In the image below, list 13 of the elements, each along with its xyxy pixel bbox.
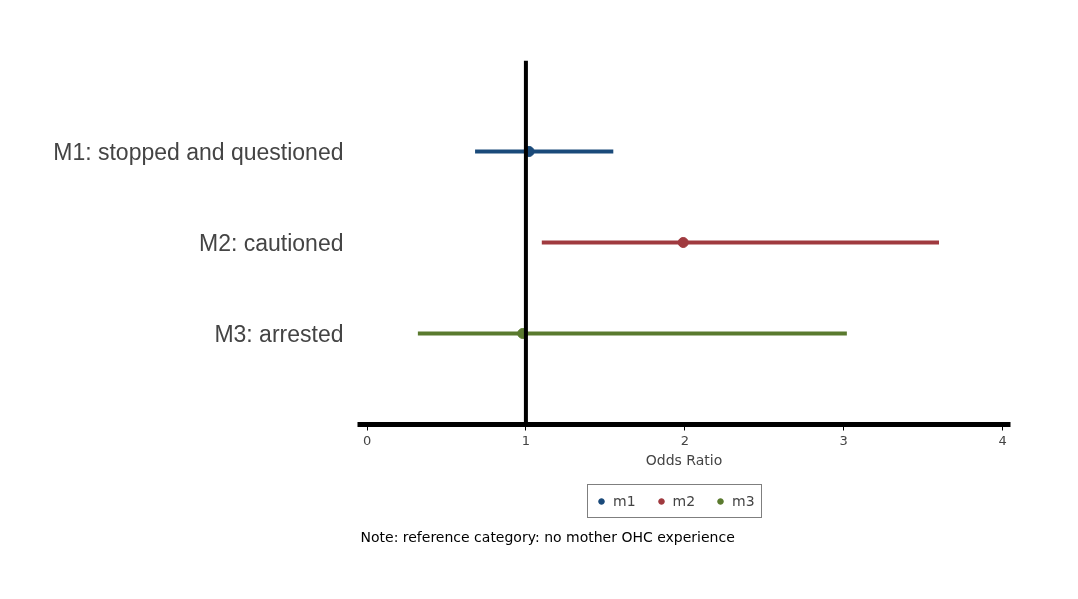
- legend-label: m3: [732, 493, 755, 509]
- x-axis-title: Odds Ratio: [645, 451, 723, 468]
- legend-label: m2: [672, 493, 696, 509]
- x-tick-label: 3: [839, 432, 848, 448]
- x-tick-label: 1: [521, 432, 531, 448]
- text: Note: reference category: no mother OHC experience: [360, 528, 735, 545]
- x-tick-label: 4: [998, 432, 1007, 448]
- x-tick-label: 0: [362, 432, 372, 448]
- legend-label: m1: [613, 493, 636, 509]
- y-tick-label: M3: arrested: [214, 320, 344, 347]
- y-tick-label: M2: cautioned: [199, 229, 344, 256]
- x-tick-label: 2: [680, 432, 689, 448]
- y-tick-label: M1: stopped and questioned: [53, 138, 344, 165]
